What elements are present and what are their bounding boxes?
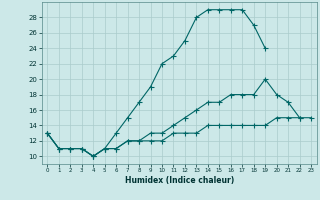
X-axis label: Humidex (Indice chaleur): Humidex (Indice chaleur) [124, 176, 234, 185]
